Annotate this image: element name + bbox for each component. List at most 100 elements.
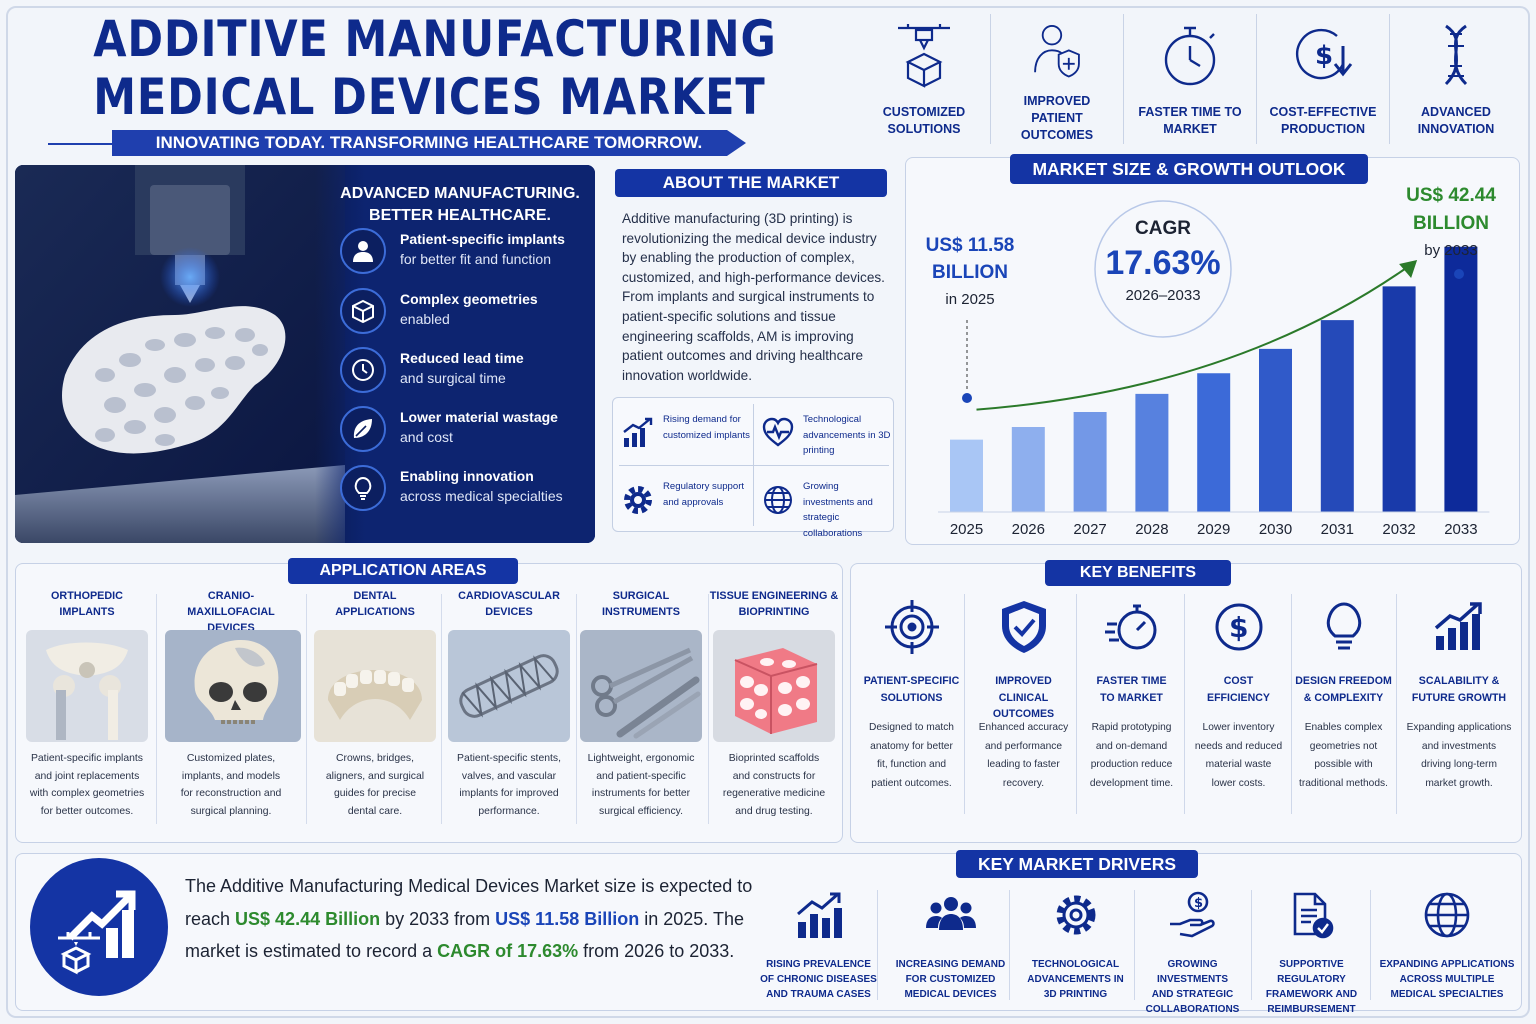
driver-label-line: REIMBURSEMENT [1267, 1004, 1356, 1015]
summary-text: from 2026 to 2033. [578, 941, 735, 961]
benefit-title: DESIGN FREEDOM & COMPLEXITY [1291, 673, 1396, 709]
benefit-desc-line: needs and reduced [1194, 740, 1283, 752]
bar-2028 [1135, 393, 1169, 512]
dollar-icon: $ [1215, 603, 1262, 651]
hero-feature-title: Patient-specific implants [400, 231, 565, 247]
app-desc: Crowns, bridges, aligners, and surgical gu… [309, 750, 441, 820]
driver-label-line: SUPPORTIVE REGULATORY [1277, 959, 1346, 985]
benefit-desc-line: material waste [1205, 759, 1272, 771]
cagr-circle [1094, 200, 1232, 338]
bar-2026 [1011, 427, 1045, 512]
app-desc-line: and patient-specific [596, 770, 686, 782]
benefit-title-line: TO MARKET [1100, 691, 1163, 704]
app-desc-line: surgical planning. [190, 805, 272, 817]
summary-end-value: US$ 42.44 Billion [235, 908, 381, 929]
feature-label: IMPROVED PATIENT OUTCOMES [1020, 94, 1094, 142]
app-orthopedic: ORTHOPEDIC IMPLANTS Patient-specific impl… [21, 588, 153, 820]
driver-label: GROWING INVESTMENTS AND STRATEGIC COLLABOR… [1134, 957, 1251, 1017]
3d-printed-implant-image [15, 165, 345, 543]
globe-icon [764, 486, 792, 514]
driver-regulatory: SUPPORTIVE REGULATORY FRAMEWORK AND REIMBU… [1253, 890, 1371, 1015]
clock-icon [340, 347, 386, 393]
driver-label: RISING PREVALENCE OF CHRONIC DISEASES AND … [760, 957, 877, 1002]
app-desc-line: for better outcomes. [40, 805, 134, 817]
app-title: ORTHOPEDIC IMPLANTS [21, 588, 153, 622]
skull-image [165, 630, 301, 742]
key-drivers-title: KEY MARKET DRIVERS [956, 850, 1198, 878]
leaf-icon [340, 406, 386, 452]
app-title-line: SURGICAL [612, 590, 670, 602]
hero-feature-sub: and surgical time [400, 370, 506, 386]
orthopedic-implant-image [26, 630, 148, 742]
target-icon [884, 600, 939, 654]
app-title-line: ORTHOPEDIC [51, 590, 123, 602]
driver-label-line: ACROSS MULTIPLE [1399, 974, 1495, 985]
app-dental: DENTAL APPLICATIONS Crowns, bridges, align… [309, 588, 441, 820]
page-title: ADDITIVE MANUFACTURING MEDICAL DEVICES M… [40, 10, 800, 126]
summary-text: by 2033 from [380, 908, 496, 929]
hero-feature-title: Complex geometries [400, 291, 538, 307]
benefit-desc-line: Designed to match [869, 722, 954, 733]
title-line-2: MEDICAL DEVICES MARKET [93, 68, 766, 126]
3d-printer-icon [898, 24, 950, 88]
driver-label-line: GROWING INVESTMENTS [1156, 959, 1229, 985]
app-surgical: SURGICAL INSTRUMENTS Lightweight, ergonom… [575, 588, 707, 820]
bar-2032 [1382, 286, 1416, 512]
about-text: Additive manufacturing (3D printing) is … [622, 211, 885, 383]
app-title-line: CRANIO-MAXILLOFACIAL [187, 590, 275, 618]
market-growth-icon [30, 858, 168, 996]
benefit-desc-line: production reduce [1090, 759, 1173, 771]
stent-image [448, 630, 570, 742]
hero-feature-wastage: Lower material wastage and cost [340, 406, 595, 456]
bar-2031 [1320, 320, 1354, 512]
benefit-desc-line: Expanding applications [1406, 722, 1512, 733]
gear-icon [1056, 895, 1095, 935]
start-value-label: US$ 11.58 BILLION in 2025 [920, 232, 1020, 314]
highlight-text: Technological advancements in 3D printin… [803, 414, 891, 456]
benefit-title-line: IMPROVED CLINICAL [995, 675, 1052, 704]
benefit-desc-line: possible with [1314, 759, 1373, 771]
benefit-title-line: PATIENT-SPECIFIC [863, 675, 960, 687]
benefit-desc-line: and investments [1421, 740, 1497, 752]
bar-2025 [950, 439, 983, 512]
hero-heading-line-2: BETTER HEALTHCARE. [369, 207, 551, 224]
highlight-text: Regulatory support and approvals [663, 481, 745, 508]
benefit-desc-line: geometries not [1309, 740, 1378, 752]
market-bar-chart: 2025 2026 2027 2028 2029 2030 2031 2032 2033 [938, 200, 1490, 538]
application-areas-section: APPLICATION AREAS ORTHOPEDIC IMPLANTS Pat… [15, 558, 843, 843]
feature-advanced-innovation: ADVANCED INNOVATION [1390, 14, 1522, 144]
app-desc-line: guides for precise [333, 788, 416, 800]
app-desc-line: dental care. [347, 805, 403, 817]
patient-shield-icon [1034, 24, 1080, 78]
driver-investments: $ GROWING INVESTMENTS AND STRATEGIC COLLAB… [1134, 890, 1252, 1015]
end-unit: BILLION [1413, 213, 1489, 234]
svg-text:$: $ [1194, 896, 1203, 911]
driver-label-line: TECHNOLOGICAL [1031, 959, 1120, 970]
benefit-desc-line: anatomy for better [870, 740, 953, 752]
benefit-desc-line: Lower inventory [1202, 722, 1275, 733]
hero-feature-title: Reduced lead time [400, 350, 524, 366]
benefit-desc-line: fit, function and [876, 759, 947, 771]
stopwatch-icon [1164, 26, 1216, 86]
benefit-desc-line: Enables complex [1304, 722, 1383, 733]
about-highlights: Rising demand for customized implants Te… [612, 397, 894, 539]
benefit-scalability: SCALABILITY & FUTURE GROWTH Expanding app… [1401, 594, 1517, 814]
benefit-desc: Expanding applications and investments dri… [1401, 719, 1517, 793]
gear-icon [624, 486, 652, 514]
benefit-title-line: SOLUTIONS [880, 691, 943, 704]
benefit-time-to-market: FASTER TIME TO MARKET Rapid prototyping an… [1079, 594, 1185, 814]
cagr-block: CAGR 17.63% 2026–2033 [1095, 218, 1231, 304]
benefit-desc-line: and on-demand [1095, 740, 1168, 752]
benefit-desc: Designed to match anatomy for better fit, … [859, 719, 964, 793]
hero-heading-line-1: ADVANCED MANUFACTURING. [340, 185, 580, 202]
feature-label: COST-EFFECTIVE PRODUCTION [1269, 105, 1377, 136]
benefit-title-line: & COMPLEXITY [1303, 691, 1384, 704]
benefit-title-line: FASTER TIME [1096, 675, 1167, 687]
benefit-clinical-outcomes: IMPROVED CLINICAL OUTCOMES Enhanced accur… [971, 594, 1077, 814]
dental-model-image [314, 630, 436, 742]
market-summary: The Additive Manufacturing Medical Devic… [185, 870, 755, 968]
chart-bars [938, 246, 1490, 513]
trend-arrow [976, 265, 1410, 411]
benefit-title-line: SCALABILITY & [1418, 675, 1500, 687]
x-tick-label: 2031 [1321, 521, 1354, 538]
